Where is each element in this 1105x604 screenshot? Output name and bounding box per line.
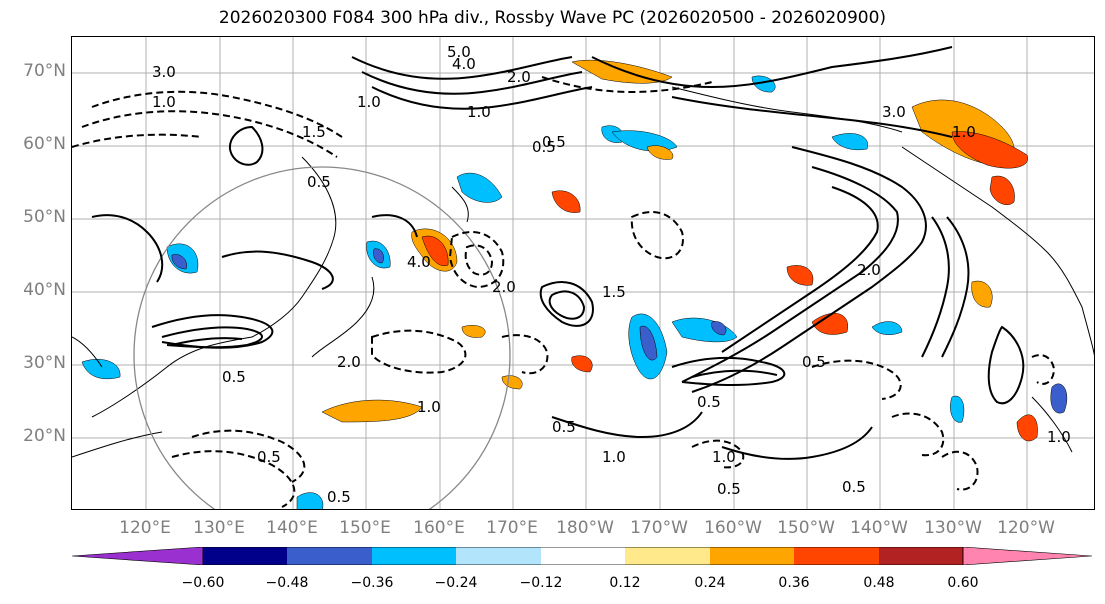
great-circle	[133, 166, 511, 509]
contour-label: 0.5	[717, 480, 741, 498]
colorbar-tick: −0.12	[519, 575, 563, 591]
contour-label: 2.0	[857, 261, 881, 279]
contour-label: 1.5	[302, 123, 326, 141]
contour-label: 1.0	[952, 123, 976, 141]
contour-label: 4.0	[452, 55, 476, 73]
lon-label: 140°W	[850, 518, 908, 538]
contour-label: 0.5	[552, 418, 576, 436]
lat-label: 20°N	[23, 426, 66, 446]
contour-label: 0.5	[542, 133, 566, 151]
map-title: 2026020300 F084 300 hPa div., Rossby Wav…	[218, 8, 887, 28]
lat-label: 50°N	[23, 207, 66, 227]
contour-label: 4.0	[407, 253, 431, 271]
colorbar-segment	[287, 547, 372, 565]
colorbar	[72, 547, 1092, 565]
map-canvas: 5.0 4.0 3.0 2.0 1.5 1.0 0.5 0.5 1.0 2.0 …	[72, 37, 1094, 509]
contour-label: 0.5	[222, 368, 246, 386]
lat-label: 70°N	[23, 61, 66, 81]
contour-label: 0.5	[257, 448, 281, 466]
contour-label: 2.0	[337, 353, 361, 371]
contour-label: 1.0	[467, 103, 491, 121]
contour-label: 0.5	[842, 478, 866, 496]
contour-label: 0.5	[802, 353, 826, 371]
colorbar-segment	[72, 547, 204, 565]
contour-label: 0.5	[697, 393, 721, 411]
colorbar-tick: −0.60	[181, 575, 225, 591]
lon-label: 180°W	[556, 518, 614, 538]
lon-label: 170°E	[486, 518, 538, 538]
contour-label: 3.0	[882, 103, 906, 121]
lon-label: 120°W	[997, 518, 1055, 538]
contour-label: 3.0	[152, 63, 176, 81]
colorbar-segment	[456, 547, 541, 565]
contour-label: 0.5	[327, 488, 351, 506]
contour-label: 1.5	[602, 283, 626, 301]
lon-label: 140°E	[266, 518, 318, 538]
lon-label: 130°E	[193, 518, 245, 538]
colorbar-segment	[541, 547, 626, 565]
map-panel: 5.0 4.0 3.0 2.0 1.5 1.0 0.5 0.5 1.0 2.0 …	[71, 36, 1095, 510]
contour-label: 0.5	[307, 173, 331, 191]
colorbar-segment	[710, 547, 795, 565]
colorbar-tick: −0.48	[265, 575, 309, 591]
contours-dashed	[72, 76, 1056, 508]
lon-label: 170°W	[630, 518, 688, 538]
contour-label: 1.0	[1047, 428, 1071, 446]
contour-label: 2.0	[492, 278, 516, 296]
lon-label: 120°E	[119, 518, 171, 538]
contour-label: 0.5	[532, 138, 556, 156]
lat-label: 30°N	[23, 353, 66, 373]
colorbar-tick: −0.36	[350, 575, 394, 591]
colorbar-tick: 0.36	[778, 575, 810, 591]
lon-label: 130°W	[924, 518, 982, 538]
lon-label: 150°E	[339, 518, 391, 538]
colorbar-tick: 0.60	[947, 575, 979, 591]
lon-label: 150°W	[777, 518, 835, 538]
colorbar-segment	[794, 547, 879, 565]
contour-label: 1.0	[152, 93, 176, 111]
colorbar-segment	[203, 547, 288, 565]
colorbar-tick: 0.12	[609, 575, 641, 591]
contours	[91, 46, 1025, 460]
contour-label: 1.0	[712, 448, 736, 466]
contour-label: 1.0	[417, 398, 441, 416]
colorbar-segment	[879, 547, 964, 565]
colorbar-tick: 0.48	[863, 575, 895, 591]
colorbar-tick: −0.24	[434, 575, 478, 591]
lon-label: 160°E	[413, 518, 465, 538]
colorbar-segment	[962, 547, 1092, 565]
colorbar-tick: 0.24	[694, 575, 726, 591]
contour-label-group: 5.0 4.0 3.0 2.0 1.5 1.0 0.5 0.5 1.0 2.0 …	[152, 43, 1071, 506]
coastlines	[72, 86, 1094, 458]
contour-label: 1.0	[602, 448, 626, 466]
colorbar-segment	[372, 547, 457, 565]
contour-label: 5.0	[447, 43, 471, 61]
lat-label: 40°N	[23, 280, 66, 300]
lat-label: 60°N	[23, 134, 66, 154]
contour-label: 1.0	[357, 93, 381, 111]
lon-label: 160°W	[704, 518, 762, 538]
contour-label: 2.0	[507, 68, 531, 86]
colorbar-segment	[625, 547, 710, 565]
